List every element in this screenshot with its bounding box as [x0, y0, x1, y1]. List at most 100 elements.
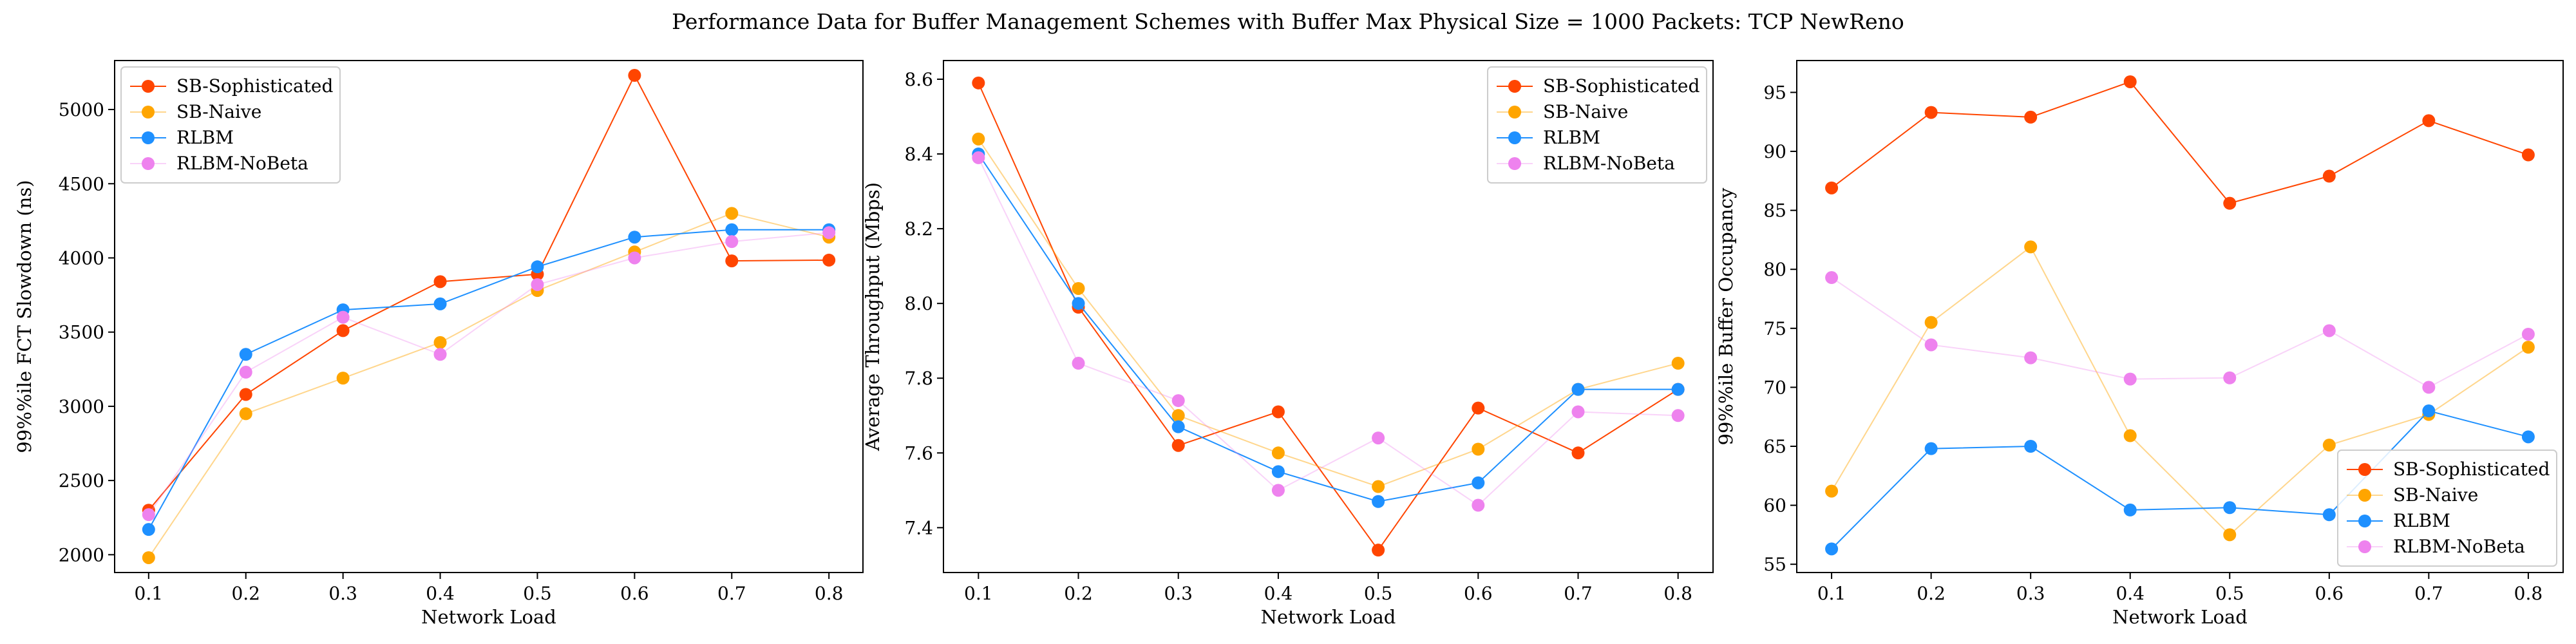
data-point-rlbm-nobeta	[628, 251, 641, 265]
y-tick-label: 95	[1763, 82, 1786, 103]
chart-panel-2: 0.1 0.2 0.3 0.4 0.5 0.6 0.7 0.8 7.4 7.6 7.8 8.0 8.2 8…	[862, 60, 1714, 628]
data-point-sb-sophisticated	[1271, 405, 1285, 419]
plot-frame	[114, 60, 864, 573]
data-point-sb-sophisticated	[1924, 106, 1938, 119]
data-point-sb-sophisticated	[822, 253, 836, 267]
data-point-rlbm	[433, 297, 447, 310]
legend-label: SB-Naive	[176, 101, 261, 122]
data-point-rlbm-nobeta	[433, 348, 447, 361]
legend-marker-sb-sophisticated	[1508, 80, 1521, 93]
data-point-sb-sophisticated	[2322, 169, 2336, 183]
data-point-rlbm-nobeta	[1171, 394, 1185, 408]
series-line-sb-sophisticated	[148, 73, 829, 511]
data-point-sb-sophisticated	[2422, 114, 2436, 128]
data-point-rlbm-nobeta	[1472, 498, 1485, 512]
data-point-rlbm	[2024, 439, 2038, 453]
y-tick-label: 80	[1763, 259, 1786, 280]
data-point-rlbm	[1271, 465, 1285, 478]
data-point-sb-naive	[2024, 240, 2038, 254]
x-axis-label: Network Load	[1261, 606, 1396, 628]
x-tick-label: 0.7	[2414, 583, 2443, 604]
series-line-sb-sophisticated	[1831, 80, 2529, 204]
data-point-rlbm	[1372, 495, 1385, 508]
y-tick-label: 8.0	[904, 293, 933, 314]
data-point-sb-naive	[1825, 484, 1839, 498]
y-tick-label: 2000	[59, 544, 104, 565]
data-point-rlbm-nobeta	[2123, 372, 2137, 386]
series-line-sb-sophisticated	[978, 82, 1679, 551]
series-line-rlbm-nobeta	[978, 157, 1678, 506]
data-point-sb-naive	[2123, 429, 2137, 442]
x-tick-label: 0.8	[1663, 583, 1692, 604]
data-point-rlbm	[1571, 383, 1585, 396]
data-point-rlbm-nobeta	[336, 310, 350, 324]
data-point-rlbm	[1072, 297, 1085, 310]
legend-marker-rlbm	[142, 131, 155, 144]
legend: SB-Sophisticated SB-Naive RLBM RLBM-NoBeta	[1487, 66, 1707, 184]
data-point-sb-naive	[972, 132, 985, 146]
plot-frame	[1796, 60, 2564, 573]
x-tick-label: 0.4	[426, 583, 455, 604]
legend-marker-sb-naive	[1508, 106, 1521, 118]
x-tick-label: 0.7	[1564, 583, 1593, 604]
data-point-rlbm-nobeta	[725, 235, 739, 249]
data-point-rlbm-nobeta	[2521, 327, 2535, 341]
x-tick-label: 0.1	[964, 583, 993, 604]
x-tick-label: 0.8	[815, 583, 844, 604]
x-tick-label: 0.6	[1464, 583, 1493, 604]
data-point-sb-naive	[1072, 281, 1085, 295]
data-point-rlbm	[531, 260, 544, 274]
data-point-sb-naive	[2223, 528, 2237, 542]
legend-box	[2337, 450, 2557, 567]
x-tick-label: 0.2	[1917, 583, 1946, 604]
data-point-rlbm-nobeta	[1271, 484, 1285, 497]
data-point-rlbm-nobeta	[1825, 271, 1839, 285]
x-tick-label: 0.4	[1264, 583, 1293, 604]
data-point-sb-sophisticated	[2024, 110, 2038, 124]
y-tick-label: 7.4	[904, 517, 933, 538]
data-point-rlbm	[628, 231, 641, 244]
data-point-sb-sophisticated	[1372, 544, 1385, 557]
x-tick-label: 0.2	[231, 583, 260, 604]
chart-panel-1: 0.1 0.2 0.3 0.4 0.5 0.6 0.7 0.8 2000 2500 3000 3500…	[14, 60, 864, 628]
data-point-sb-sophisticated	[2521, 148, 2535, 162]
data-point-rlbm-nobeta	[2024, 351, 2038, 365]
legend-label: RLBM-NoBeta	[1543, 153, 1675, 174]
legend-label: RLBM-NoBeta	[176, 153, 308, 174]
data-point-sb-naive	[1271, 446, 1285, 460]
data-point-sb-naive	[1372, 480, 1385, 493]
y-tick-label: 65	[1763, 436, 1786, 457]
data-point-sb-naive	[336, 372, 350, 385]
legend-label: SB-Sophisticated	[176, 75, 333, 97]
series-line-rlbm-nobeta	[147, 232, 829, 515]
legend-marker-sb-sophisticated	[2358, 463, 2371, 476]
data-point-rlbm	[725, 223, 739, 236]
x-tick-label: 0.7	[717, 583, 746, 604]
x-tick-label: 0.6	[2315, 583, 2344, 604]
legend-label: SB-Sophisticated	[2393, 459, 2550, 480]
data-point-rlbm-nobeta	[239, 365, 252, 379]
y-tick-label: 4000	[59, 247, 104, 269]
data-point-sb-sophisticated	[433, 275, 447, 289]
x-tick-label: 0.8	[2514, 583, 2543, 604]
y-axis-label: 99%%ile Buffer Occupancy	[1715, 187, 1737, 445]
legend-label: SB-Naive	[2393, 484, 2478, 506]
legend-box	[120, 66, 341, 184]
x-tick-label: 0.5	[523, 583, 552, 604]
legend-label: RLBM-NoBeta	[2393, 536, 2525, 557]
data-point-rlbm	[2123, 503, 2137, 516]
data-point-rlbm-nobeta	[1671, 409, 1685, 422]
data-point-sb-sophisticated	[725, 254, 739, 268]
data-point-rlbm-nobeta	[2223, 371, 2237, 384]
data-point-rlbm	[1671, 383, 1685, 396]
legend: SB-Sophisticated SB-Naive RLBM RLBM-NoBeta	[2337, 450, 2557, 567]
data-point-rlbm-nobeta	[142, 508, 155, 522]
x-tick-label: 0.5	[1364, 583, 1393, 604]
legend-marker-rlbm	[2358, 515, 2371, 527]
series-line-rlbm	[147, 229, 829, 530]
x-tick-label: 0.3	[2016, 583, 2045, 604]
data-point-sb-naive	[142, 551, 155, 564]
y-tick-label: 8.4	[904, 144, 933, 165]
x-tick-label: 0.3	[328, 583, 357, 604]
legend-box	[1487, 66, 1707, 184]
